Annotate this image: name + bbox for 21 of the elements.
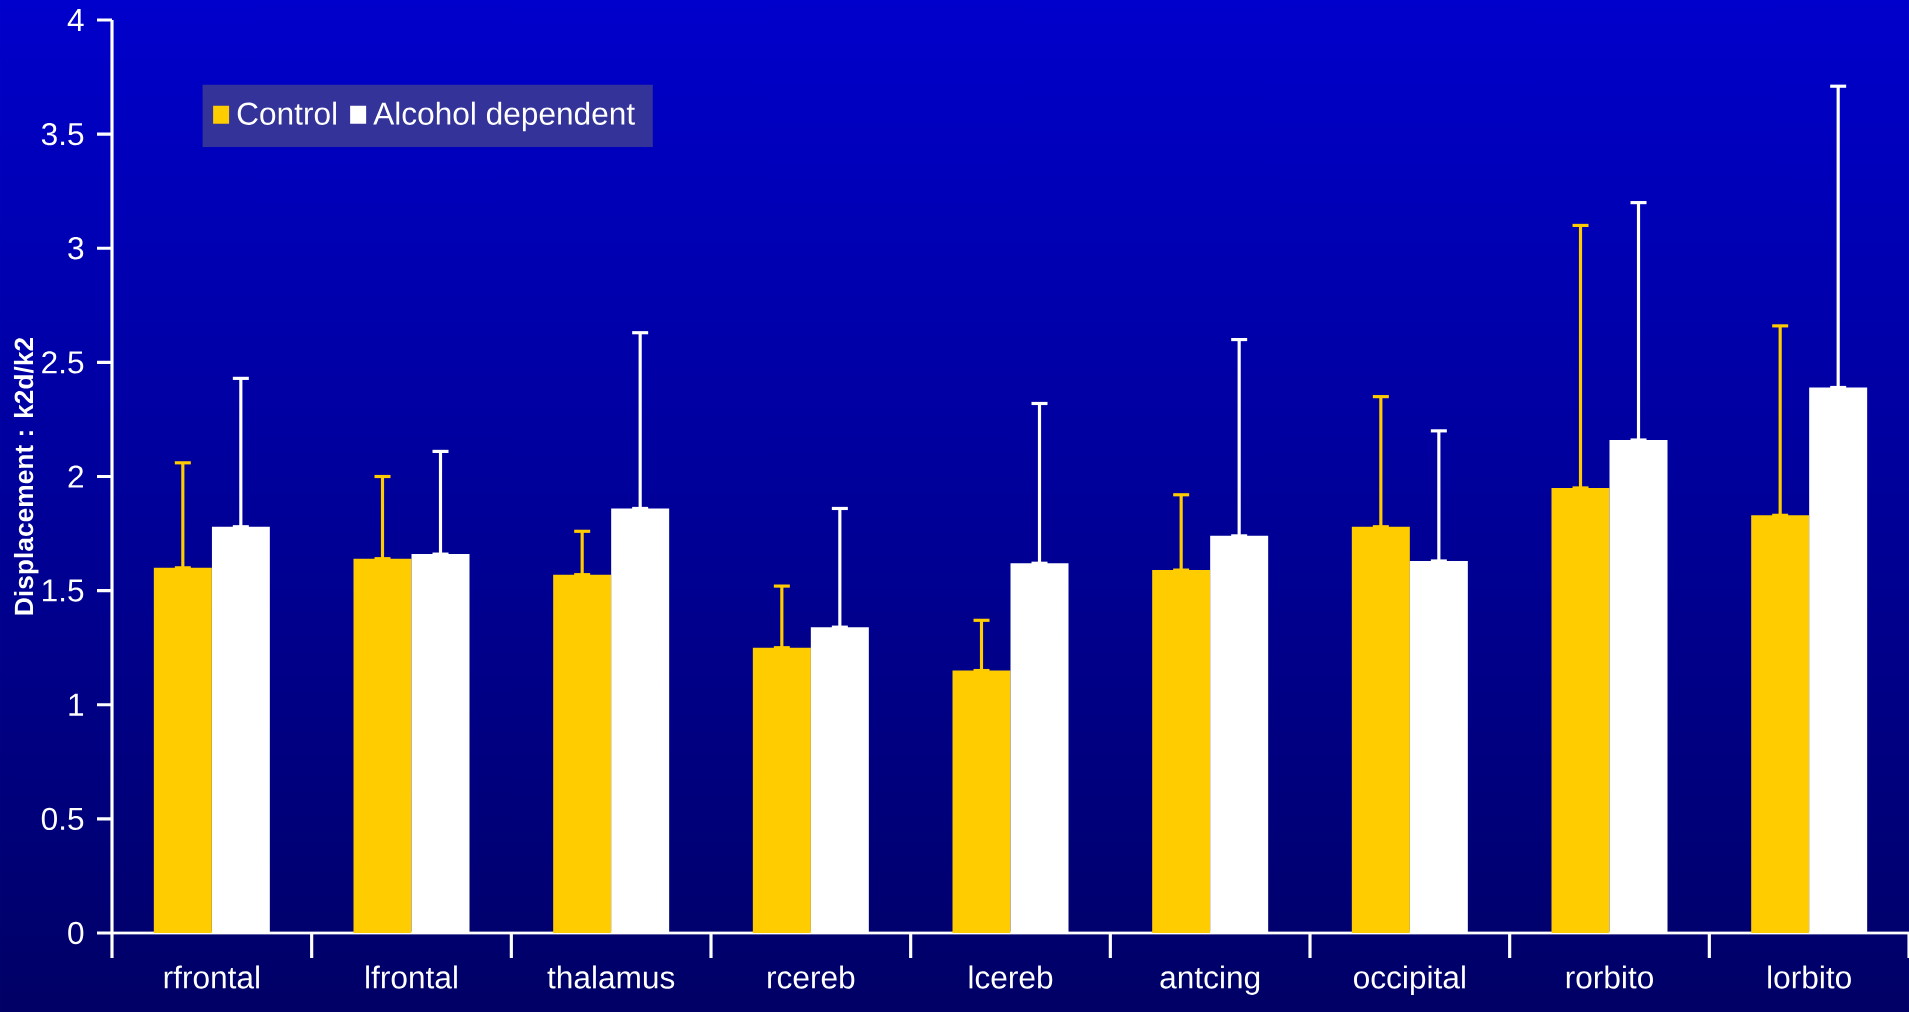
legend-label: Control	[237, 101, 336, 125]
y-tick-label: 1	[69, 693, 84, 716]
x-tick-label: lorbito	[1768, 965, 1851, 989]
y-tick-label: 1.5	[43, 579, 84, 602]
y-tick-label: 3.5	[41, 122, 84, 146]
x-tick-label: rorbito	[1566, 965, 1653, 989]
y-tick-label: 0	[68, 921, 84, 945]
x-tick-label: rfrontal	[164, 965, 259, 989]
x-tick-label: lfrontal	[366, 965, 457, 989]
x-tick-label: rcereb	[768, 965, 855, 989]
y-tick-label: 2	[68, 465, 83, 488]
legend-label: Alcohol dependent	[373, 101, 635, 132]
x-tick-label: antcing	[1160, 965, 1260, 995]
y-axis-title: Displacement : k2d/k2	[13, 337, 39, 615]
y-tick-label: 2.5	[42, 351, 84, 374]
y-tick-label: 3	[68, 237, 84, 260]
x-tick-label: thalamus	[547, 965, 675, 989]
y-tick-label: 4	[67, 9, 84, 31]
y-tick-label: 0.5	[41, 807, 84, 831]
x-tick-label: occipital	[1354, 965, 1465, 995]
x-tick-label: lcereb	[969, 965, 1053, 989]
